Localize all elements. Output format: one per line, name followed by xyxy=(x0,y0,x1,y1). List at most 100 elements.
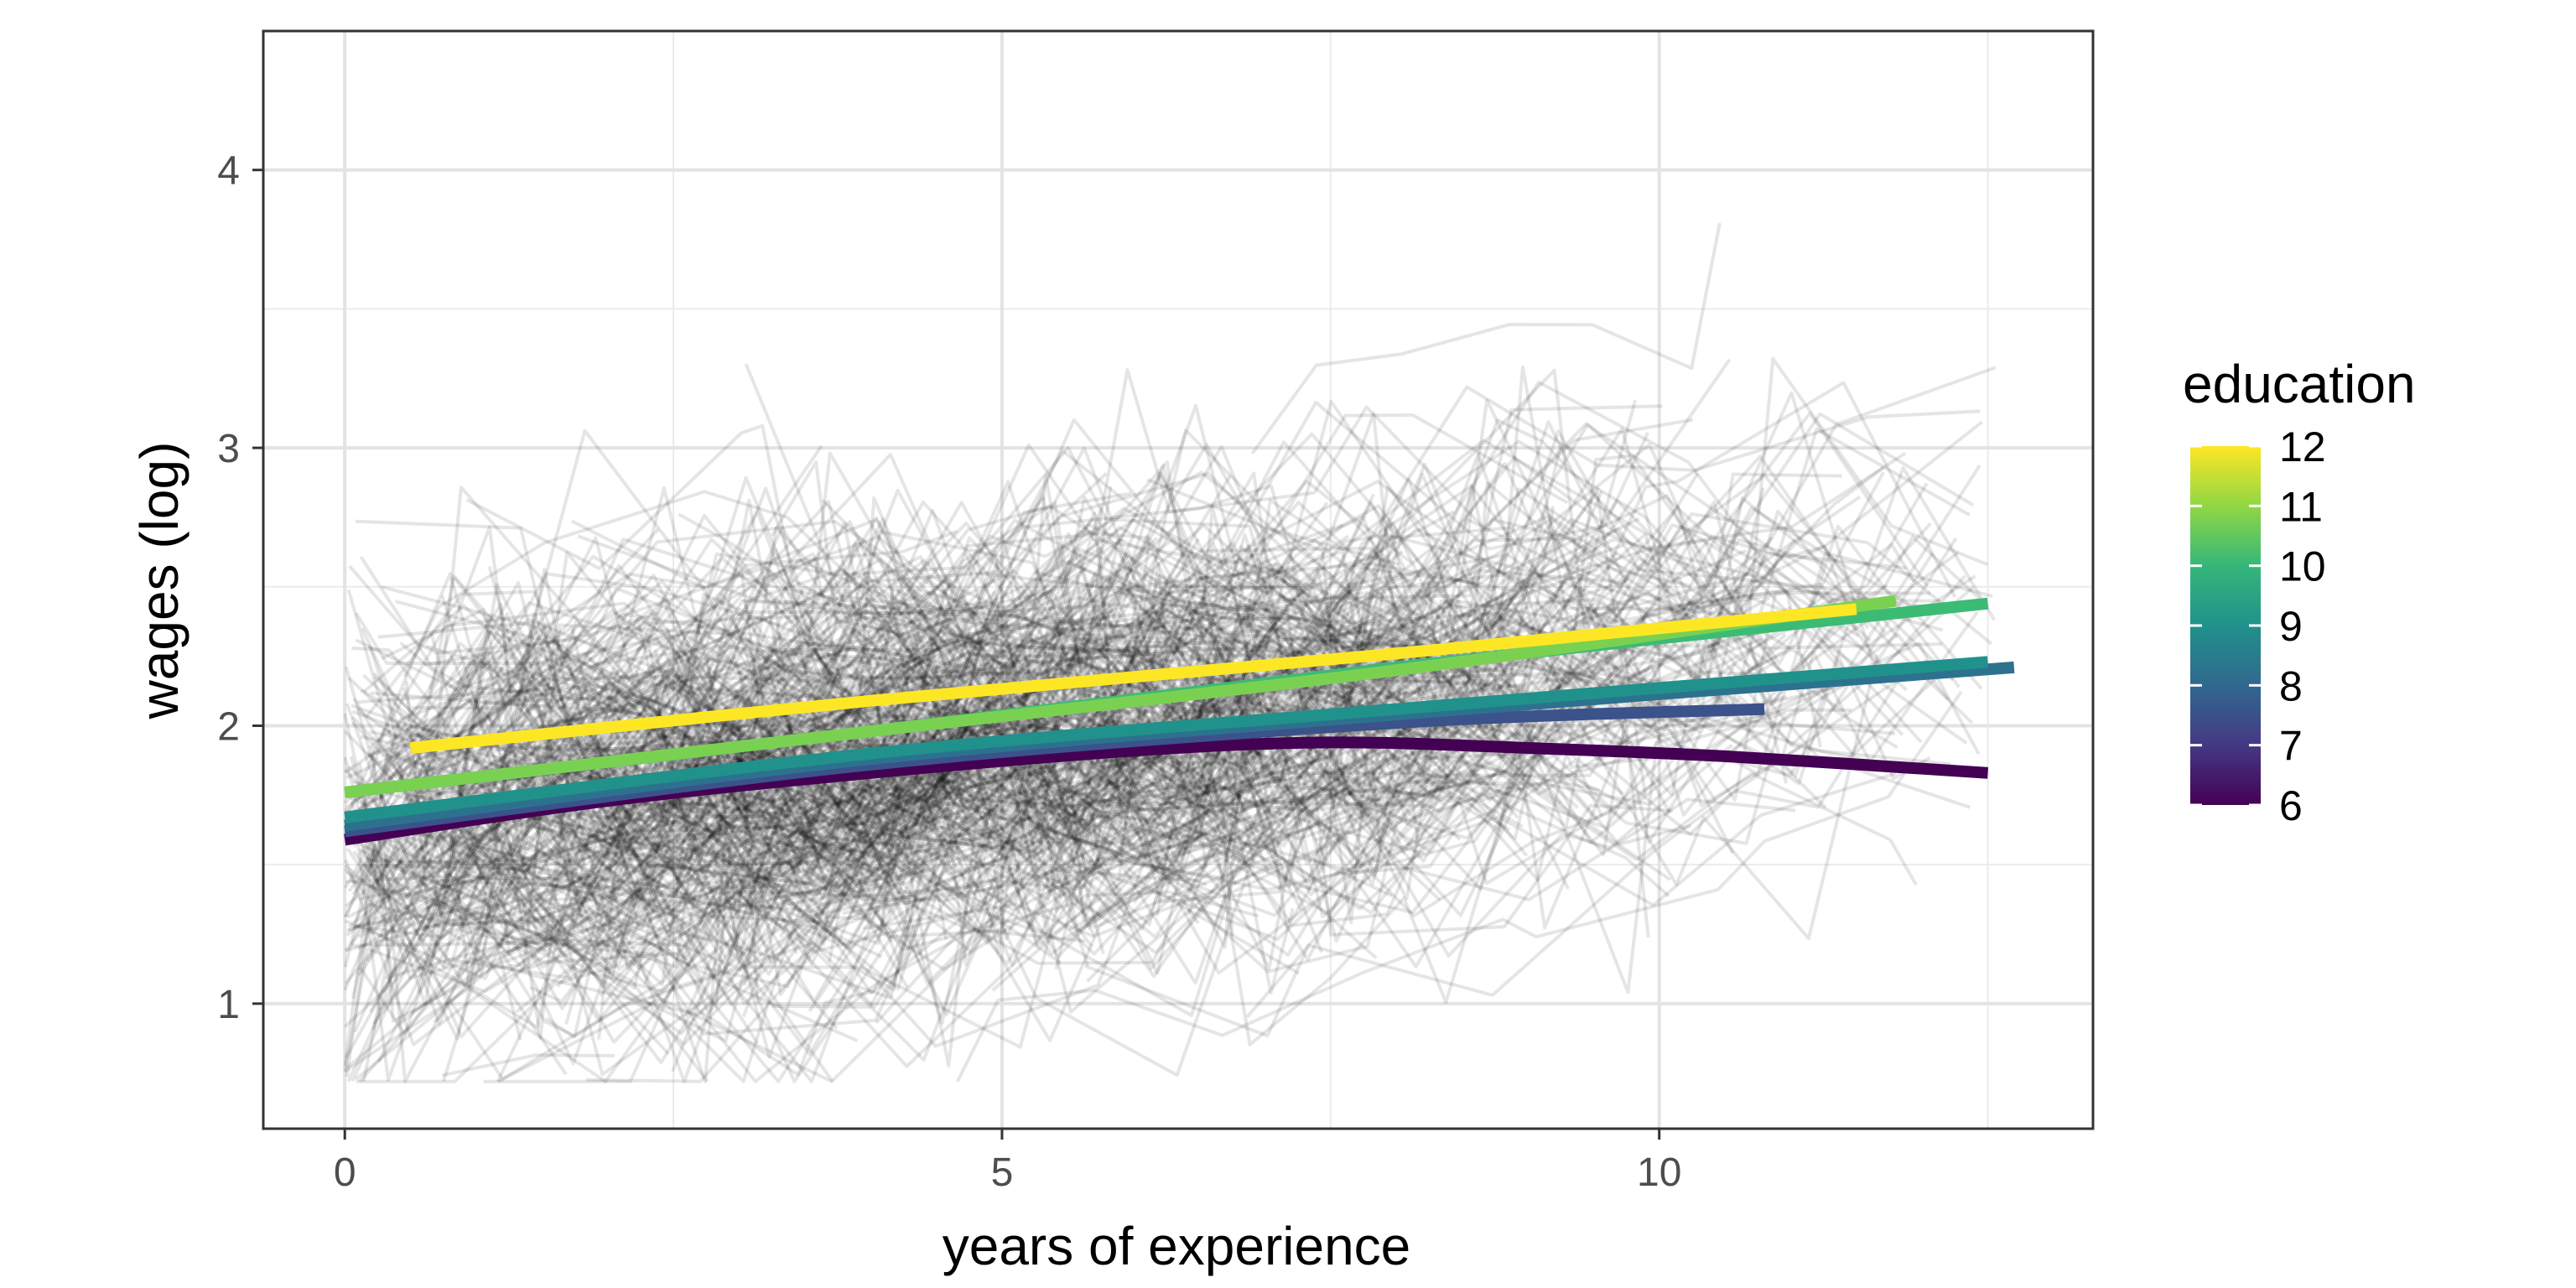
trajectory-line xyxy=(1054,584,1888,917)
trajectory-line xyxy=(1042,567,1666,861)
trajectory-line xyxy=(408,614,791,925)
trajectory-line xyxy=(357,716,773,979)
trajectory-line xyxy=(760,567,1639,787)
trajectory-line xyxy=(591,571,1002,883)
trajectory-line xyxy=(496,646,1669,1083)
trajectory-line xyxy=(517,567,651,706)
trajectory-line xyxy=(790,368,1887,745)
trajectory-line xyxy=(351,647,521,817)
trajectory-line xyxy=(515,754,1462,1014)
trajectory-line xyxy=(440,595,1119,853)
trajectory-line xyxy=(497,891,823,1083)
trajectory-line xyxy=(1176,668,1907,975)
trajectory-line xyxy=(357,613,865,926)
trajectory-line xyxy=(610,645,1472,891)
colorbar-label: 7 xyxy=(2279,723,2303,770)
trajectory-line xyxy=(663,526,1672,864)
trajectory-line xyxy=(918,657,1029,834)
trajectory-line xyxy=(355,710,1191,1008)
trajectory-line xyxy=(586,623,1437,1006)
trajectory-line xyxy=(1118,356,1989,756)
trajectory-line xyxy=(411,621,1208,953)
trajectory-line xyxy=(364,569,1128,807)
trajectory-line xyxy=(345,522,1136,831)
trajectory-line xyxy=(985,670,1670,928)
legend: education 12 11 10 9 8 7 6 xyxy=(2183,354,2416,829)
trajectory-line xyxy=(763,479,1413,700)
trajectory-line xyxy=(361,691,820,934)
trajectory-line xyxy=(512,669,894,943)
y-axis: 1 2 3 4 xyxy=(217,149,263,1027)
trajectory-line xyxy=(729,633,1381,890)
trajectory-line xyxy=(538,610,1105,907)
trajectory-line xyxy=(518,619,957,928)
colorbar-label: 12 xyxy=(2279,423,2326,470)
trajectory-line xyxy=(779,735,1195,938)
trajectory-line xyxy=(1086,366,1997,690)
trajectory-line xyxy=(741,782,1426,1017)
trajectory-line xyxy=(354,623,739,877)
trajectory-line xyxy=(642,675,1426,919)
trajectory-line xyxy=(378,556,1103,918)
trajectory-line xyxy=(353,783,533,988)
trajectory-line xyxy=(358,636,1213,938)
y-axis-title: wages (log) xyxy=(129,442,190,720)
trajectory-line xyxy=(1067,529,1908,932)
trajectory-line xyxy=(663,500,1758,842)
trajectory-line xyxy=(863,524,1860,931)
trajectory-line xyxy=(1029,784,1452,860)
trajectory-line xyxy=(1158,557,1923,866)
trajectory-line xyxy=(695,484,1601,956)
trajectory-line xyxy=(574,750,1524,925)
trajectory-line xyxy=(579,399,1638,673)
trajectory-line xyxy=(1101,589,1596,805)
trajectory-line xyxy=(359,535,1013,702)
trajectory-line xyxy=(367,782,901,1029)
trajectory-line xyxy=(1128,506,1983,885)
trajectory-line xyxy=(520,723,859,1042)
trajectory-line xyxy=(738,797,1796,973)
trajectory-line xyxy=(449,538,1200,1083)
trajectory-line xyxy=(362,413,1569,755)
trajectory-line xyxy=(709,675,1879,891)
trajectory-line xyxy=(476,586,1218,903)
trajectory-line xyxy=(344,769,834,947)
trajectory-line xyxy=(1010,760,1918,938)
trajectory-line xyxy=(542,675,978,765)
y-tick-label: 4 xyxy=(217,149,240,194)
trajectory-line xyxy=(378,820,1001,1011)
trajectory-line xyxy=(344,789,909,1043)
trajectory-line xyxy=(849,460,1210,813)
trajectory-line xyxy=(344,706,875,849)
trajectory-line xyxy=(1210,551,1618,855)
minor-gridlines xyxy=(263,31,2093,1129)
trajectory-line xyxy=(1299,420,1983,765)
trajectory-line xyxy=(358,727,1278,1083)
trajectory-line xyxy=(398,629,933,791)
trajectory-line xyxy=(699,735,1187,1083)
trajectory-line xyxy=(367,509,1150,966)
trajectory-line xyxy=(737,671,908,861)
trajectory-line xyxy=(745,543,1748,809)
trajectory-line xyxy=(371,746,764,1023)
trajectory-line xyxy=(529,655,1066,711)
panel-border xyxy=(262,29,2095,1130)
trajectory-line xyxy=(351,527,660,752)
trajectory-line xyxy=(1148,596,1770,915)
trajectory-line xyxy=(973,484,1683,802)
trajectory-line xyxy=(418,631,835,869)
trajectory-line xyxy=(1093,802,1457,929)
trajectory-line xyxy=(997,477,1974,769)
trajectory-line xyxy=(355,493,1375,756)
trajectory-line xyxy=(699,380,1845,738)
trajectory-line xyxy=(1252,551,1993,730)
trajectory-line xyxy=(382,678,668,849)
trajectory-line xyxy=(343,687,1168,991)
trajectory-line xyxy=(1249,610,1931,919)
trajectory-line xyxy=(385,695,1090,980)
trajectory-line xyxy=(601,737,1000,1006)
trajectory-line xyxy=(398,538,1233,778)
trajectory-line xyxy=(425,428,1256,865)
trajectory-line xyxy=(956,690,1963,1083)
trajectory-line xyxy=(362,798,828,940)
